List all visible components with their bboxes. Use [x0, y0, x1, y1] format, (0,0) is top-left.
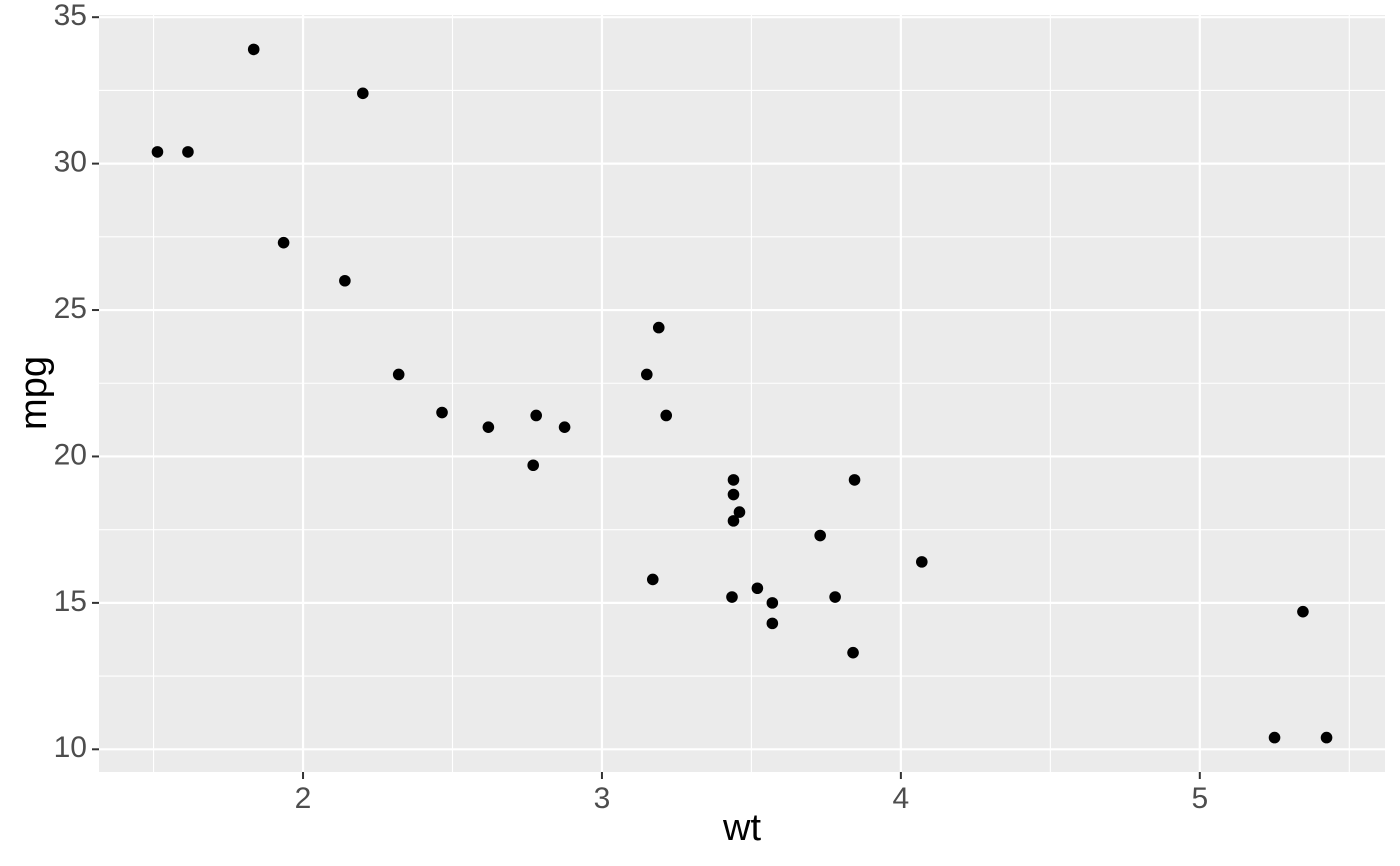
point	[277, 236, 290, 249]
point	[814, 529, 826, 542]
point	[727, 515, 740, 527]
point	[182, 146, 194, 158]
point	[640, 368, 653, 381]
point	[1320, 731, 1333, 744]
point	[339, 274, 351, 287]
point	[848, 474, 861, 486]
point	[727, 474, 740, 486]
x-tick-label: 5	[1191, 782, 1208, 815]
point	[558, 421, 571, 433]
x-tick-label: 4	[893, 782, 910, 815]
point	[727, 488, 740, 501]
point	[847, 646, 859, 659]
point	[1268, 731, 1281, 744]
point	[357, 87, 369, 100]
point	[660, 409, 673, 422]
y-tick-label: 10	[54, 731, 87, 764]
point	[766, 597, 779, 609]
y-tick-label: 25	[54, 292, 87, 325]
point	[392, 368, 405, 381]
y-tick-label: 20	[54, 438, 87, 471]
point	[527, 459, 540, 472]
point	[652, 321, 665, 334]
point	[1297, 605, 1309, 618]
y-tick-label: 35	[54, 0, 87, 32]
plot-panel	[99, 15, 1385, 772]
point	[726, 591, 738, 603]
point	[916, 556, 928, 568]
x-axis-title: wt	[722, 807, 761, 849]
y-tick-label: 15	[54, 585, 87, 618]
point	[151, 146, 164, 158]
point	[829, 591, 841, 603]
point	[733, 506, 746, 518]
point	[247, 43, 260, 56]
point	[436, 406, 448, 419]
point	[766, 617, 779, 630]
y-tick-label: 30	[54, 146, 87, 179]
point	[646, 573, 659, 586]
point	[482, 421, 495, 433]
y-axis-title: mpg	[13, 356, 55, 430]
point	[751, 582, 764, 595]
point	[530, 409, 542, 422]
x-tick-label: 2	[295, 782, 312, 815]
x-tick-label: 3	[594, 782, 611, 815]
